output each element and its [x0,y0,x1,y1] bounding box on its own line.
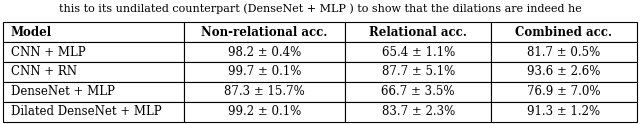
Bar [346,22,491,42]
Text: 65.4 ± 1.1%: 65.4 ± 1.1% [381,46,455,59]
Bar [491,82,637,102]
Bar [346,82,491,102]
Text: 83.7 ± 2.3%: 83.7 ± 2.3% [381,105,455,118]
Text: 99.2 ± 0.1%: 99.2 ± 0.1% [228,105,301,118]
Text: Dilated DenseNet + MLP: Dilated DenseNet + MLP [11,105,161,118]
Text: 81.7 ± 0.5%: 81.7 ± 0.5% [527,46,600,59]
Bar [184,22,346,42]
Bar [184,62,346,82]
Text: Relational acc.: Relational acc. [369,26,467,39]
Text: DenseNet + MLP: DenseNet + MLP [11,85,115,98]
Bar [3,42,184,62]
Text: this to its undilated counterpart (DenseNet + MLP ) to show that the dilations a: this to its undilated counterpart (Dense… [59,3,581,14]
Text: Combined acc.: Combined acc. [515,26,612,39]
Bar [491,62,637,82]
Text: Non-relational acc.: Non-relational acc. [202,26,328,39]
Bar [491,22,637,42]
Text: 91.3 ± 1.2%: 91.3 ± 1.2% [527,105,600,118]
Text: CNN + RN: CNN + RN [11,65,77,78]
Bar [3,82,184,102]
Text: Model: Model [11,26,52,39]
Text: 99.7 ± 0.1%: 99.7 ± 0.1% [228,65,301,78]
Bar [184,82,346,102]
Text: 98.2 ± 0.4%: 98.2 ± 0.4% [228,46,301,59]
Bar [491,102,637,122]
Text: 93.6 ± 2.6%: 93.6 ± 2.6% [527,65,600,78]
Text: CNN + MLP: CNN + MLP [11,46,86,59]
Text: 66.7 ± 3.5%: 66.7 ± 3.5% [381,85,455,98]
Bar [3,22,184,42]
Bar [184,42,346,62]
Bar [346,102,491,122]
Bar [491,42,637,62]
Text: 87.7 ± 5.1%: 87.7 ± 5.1% [381,65,455,78]
Bar [3,102,184,122]
Bar [184,102,346,122]
Text: 76.9 ± 7.0%: 76.9 ± 7.0% [527,85,601,98]
Bar [346,62,491,82]
Bar [346,42,491,62]
Bar [3,62,184,82]
Text: 87.3 ± 15.7%: 87.3 ± 15.7% [224,85,305,98]
